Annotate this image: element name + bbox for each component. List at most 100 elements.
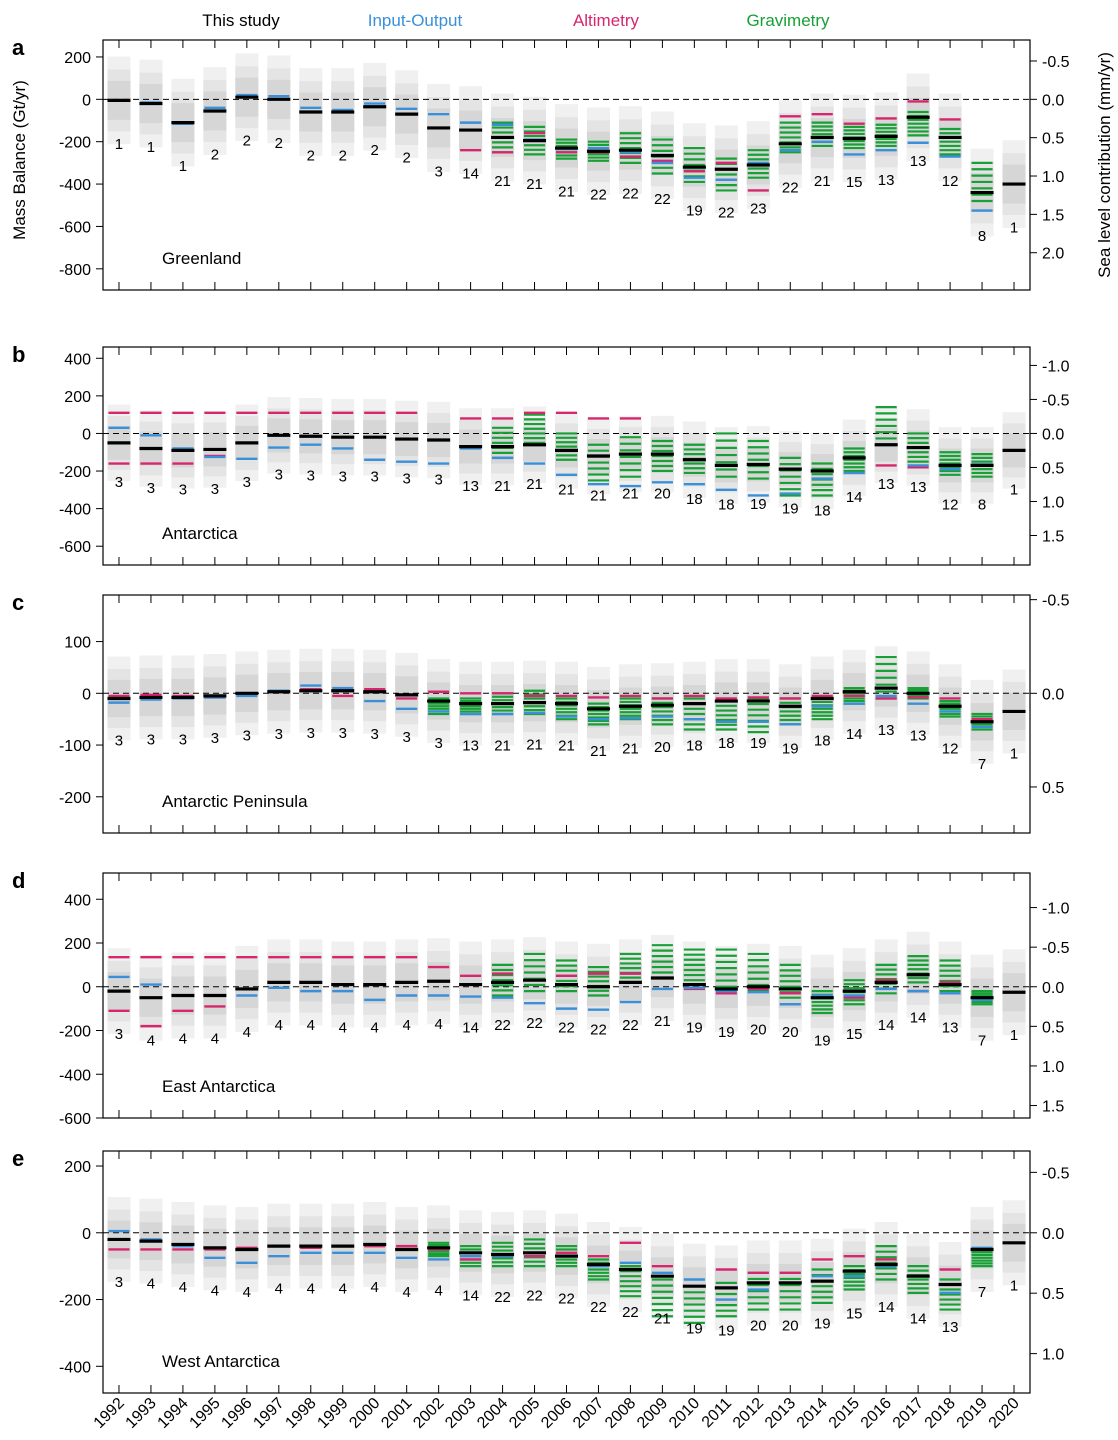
estimate-count: 3 (147, 731, 155, 748)
estimate-count: 4 (434, 1016, 442, 1033)
estimate-count: 3 (434, 735, 442, 752)
estimate-count: 3 (115, 1274, 123, 1291)
y-tick-label: -800 (59, 262, 91, 279)
estimate-count: 23 (750, 201, 767, 218)
estimate-count: 4 (307, 1017, 315, 1034)
estimate-count: 20 (782, 1317, 799, 1334)
year-label: 2016 (858, 1395, 895, 1432)
sea-level-tick-label: -0.5 (1042, 1165, 1070, 1182)
sea-level-tick-label: 0.5 (1042, 460, 1064, 477)
sea-level-tick-label: 2.0 (1042, 246, 1064, 263)
estimate-count: 20 (654, 485, 671, 502)
estimate-count: 3 (434, 163, 442, 180)
estimate-count: 18 (718, 497, 735, 514)
sea-level-tick-label: 0.5 (1042, 1286, 1064, 1303)
estimate-count: 1 (115, 136, 123, 153)
y-axis-label-left: Mass Balance (Gt/yr) (10, 80, 29, 240)
sea-level-tick-label: 0.0 (1042, 1226, 1064, 1243)
estimate-count: 22 (526, 1015, 543, 1032)
estimate-count: 4 (275, 1281, 283, 1298)
estimate-count: 13 (942, 1019, 959, 1036)
y-tick-label: -200 (59, 790, 91, 807)
sea-level-tick-label: -1.0 (1042, 358, 1070, 375)
estimate-count: 21 (590, 487, 607, 504)
y-tick-label: -200 (59, 135, 91, 152)
estimate-count: 4 (434, 1282, 442, 1299)
estimate-count: 19 (814, 1033, 831, 1050)
estimate-count: 4 (147, 1276, 155, 1293)
y-tick-label: -400 (59, 1359, 91, 1376)
sea-level-tick-label: -0.5 (1042, 940, 1070, 957)
estimate-count: 3 (147, 480, 155, 497)
estimate-count: 22 (558, 1019, 575, 1036)
sea-level-tick-label: 1.5 (1042, 1099, 1064, 1116)
estimate-count: 13 (910, 727, 927, 744)
estimate-count: 4 (211, 1030, 219, 1047)
year-label: 1996 (218, 1395, 255, 1432)
estimate-count: 8 (978, 497, 986, 514)
estimate-count: 8 (978, 228, 986, 245)
year-label: 2010 (666, 1395, 703, 1432)
estimate-count: 15 (846, 174, 863, 191)
estimate-count: 4 (147, 1033, 155, 1050)
estimate-count: 14 (910, 1010, 927, 1027)
estimate-count: 3 (275, 467, 283, 484)
year-label: 2008 (602, 1395, 639, 1432)
estimate-count: 2 (371, 142, 379, 159)
estimate-count: 13 (910, 153, 927, 170)
estimate-count: 21 (558, 738, 575, 755)
estimate-count: 4 (211, 1282, 219, 1299)
estimate-count: 19 (686, 1019, 703, 1036)
estimate-count: 18 (814, 733, 831, 750)
estimate-count: 3 (403, 729, 411, 746)
estimate-count: 2 (275, 135, 283, 152)
estimate-count: 21 (494, 173, 511, 190)
estimate-count: 2 (403, 150, 411, 167)
estimate-count: 1 (1010, 1277, 1018, 1294)
estimate-count: 4 (403, 1284, 411, 1301)
y-tick-label: -100 (59, 738, 91, 755)
estimate-count: 21 (654, 1311, 671, 1328)
year-label: 2013 (762, 1395, 799, 1432)
region-label: West Antarctica (162, 1352, 280, 1371)
estimate-count: 4 (179, 1279, 187, 1296)
year-label: 1993 (123, 1395, 160, 1432)
estimate-count: 14 (462, 166, 479, 183)
estimate-count: 7 (978, 1033, 986, 1050)
estimate-count: 2 (307, 148, 315, 165)
y-tick-label: 200 (64, 389, 91, 406)
sea-level-tick-label: 1.0 (1042, 1347, 1064, 1364)
estimate-count: 13 (942, 1319, 959, 1336)
estimate-count: 4 (371, 1279, 379, 1296)
sea-level-tick-label: -0.5 (1042, 392, 1070, 409)
estimate-count: 22 (654, 191, 671, 208)
estimate-count: 22 (782, 179, 799, 196)
estimate-count: 3 (307, 725, 315, 742)
year-label: 2005 (506, 1395, 543, 1432)
y-tick-label: -200 (59, 1024, 91, 1041)
y-tick-label: -600 (59, 539, 91, 556)
estimate-count: 1 (179, 158, 187, 175)
estimate-count: 3 (211, 730, 219, 747)
estimate-count: 12 (942, 173, 959, 190)
panel-letter: e (12, 1146, 24, 1171)
estimate-count: 14 (462, 1287, 479, 1304)
year-label: 2009 (634, 1395, 671, 1432)
estimate-count: 20 (750, 1022, 767, 1039)
sea-level-tick-label: 0.5 (1042, 1019, 1064, 1036)
estimate-count: 22 (590, 1299, 607, 1316)
legend-item: Altimetry (573, 11, 640, 30)
estimate-count: 21 (622, 485, 639, 502)
y-tick-label: 200 (64, 1159, 91, 1176)
estimate-count: 18 (718, 735, 735, 752)
estimate-count: 1 (1010, 1027, 1018, 1044)
estimate-count: 3 (403, 470, 411, 487)
sea-level-tick-label: 1.5 (1042, 528, 1064, 545)
year-label: 1998 (282, 1395, 319, 1432)
estimate-count: 19 (750, 496, 767, 513)
estimate-count: 22 (590, 1022, 607, 1039)
estimate-count: 4 (243, 1284, 251, 1301)
year-label: 2000 (346, 1395, 383, 1432)
